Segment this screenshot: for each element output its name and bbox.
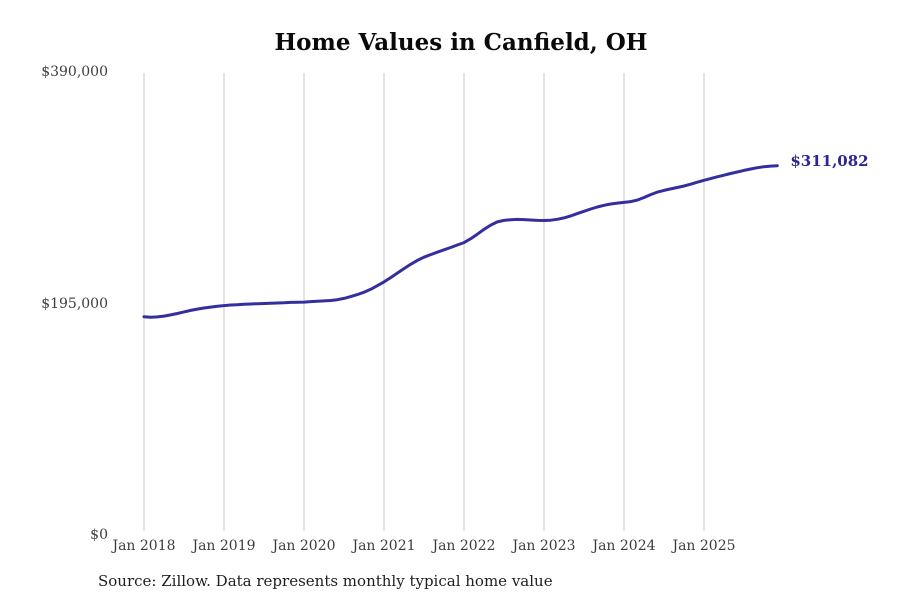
x-tick-label: Jan 2019 <box>192 538 256 554</box>
x-tick-label: Jan 2018 <box>112 538 176 554</box>
x-tick-label: Jan 2021 <box>352 538 416 554</box>
source-note: Source: Zillow. Data represents monthly … <box>98 572 553 590</box>
x-tick-label: Jan 2024 <box>592 538 656 554</box>
y-tick-label: $390,000 <box>41 64 108 80</box>
home-value-line <box>142 164 779 319</box>
gridlines <box>143 73 705 531</box>
chart-title: Home Values in Canfield, OH <box>274 29 648 56</box>
y-tick-label: $0 <box>90 527 108 543</box>
final-value-label: $311,082 <box>790 151 869 170</box>
x-tick-label: Jan 2022 <box>432 538 496 554</box>
x-tick-label: Jan 2025 <box>672 538 736 554</box>
x-tick-label: Jan 2020 <box>272 538 336 554</box>
y-tick-label: $195,000 <box>41 295 108 312</box>
x-tick-label: Jan 2023 <box>512 538 576 554</box>
